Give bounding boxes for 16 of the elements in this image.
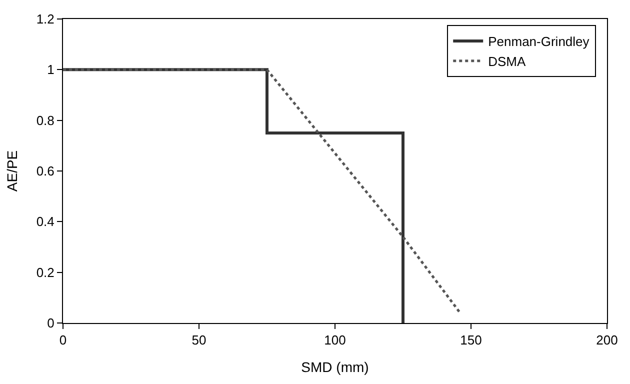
y-tick-label: 1	[47, 62, 54, 78]
x-tick-label: 0	[59, 332, 67, 348]
y-tick-label: 0	[47, 316, 54, 331]
y-tick-label: 0.4	[36, 214, 54, 230]
y-tick-label: 0.2	[36, 264, 54, 280]
x-tick-label: 50	[192, 332, 206, 348]
x-axis-title: SMD (mm)	[301, 358, 369, 375]
legend-label: DSMA	[488, 54, 526, 69]
legend-label: Penman-Grindley	[488, 34, 590, 50]
y-axis-title: AE/PE	[4, 150, 20, 192]
x-tick-label: 100	[324, 332, 346, 348]
y-tick-label: 1.2	[36, 12, 54, 27]
x-tick-label: 150	[460, 332, 482, 348]
x-tick-label: 200	[596, 332, 618, 348]
y-tick-label: 0.6	[36, 164, 54, 179]
y-tick-label: 0.8	[36, 112, 54, 128]
